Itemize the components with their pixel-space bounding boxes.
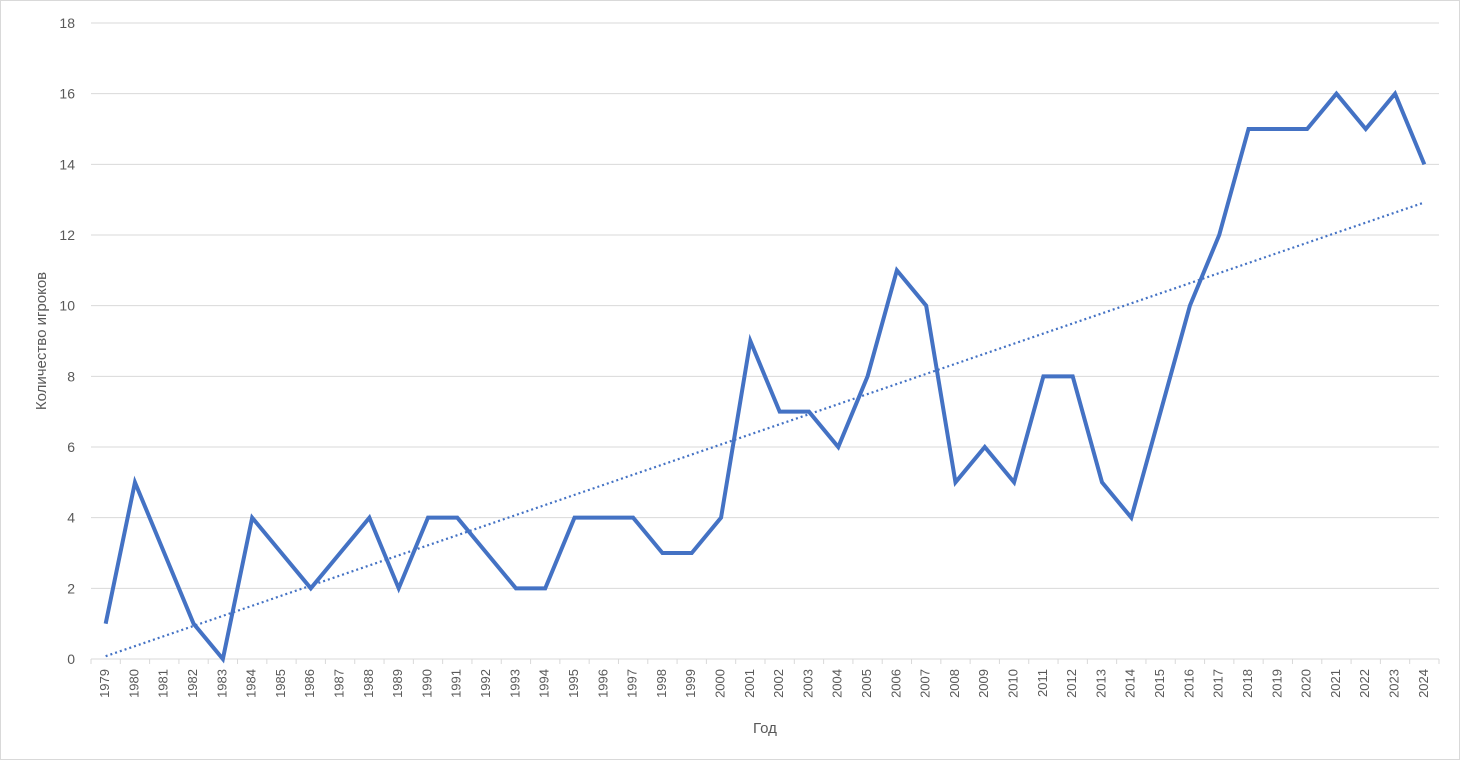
x-tick-label: 1999 — [683, 669, 698, 698]
x-tick-label: 1995 — [566, 669, 581, 698]
x-tick-label: 1985 — [273, 669, 288, 698]
y-tick-label: 10 — [59, 298, 75, 314]
x-tick-label: 2008 — [947, 669, 962, 698]
x-tick-label: 1993 — [507, 669, 522, 698]
y-tick-labels: 0 2 4 6 8 10 12 14 16 18 — [59, 15, 75, 667]
x-tick-label: 2013 — [1093, 669, 1108, 698]
x-tick-label: 2010 — [1006, 669, 1021, 698]
x-tick-label: 2009 — [976, 669, 991, 698]
x-tick-label: 2002 — [771, 669, 786, 698]
x-tick-label: 2006 — [888, 669, 903, 698]
x-tick-label: 2000 — [712, 669, 727, 698]
x-tick-label: 1990 — [419, 669, 434, 698]
y-tick-label: 6 — [67, 439, 75, 455]
x-tick-label: 2001 — [742, 669, 757, 698]
x-tick-label: 2003 — [800, 669, 815, 698]
x-tick-label: 2020 — [1299, 669, 1314, 698]
x-tick-label: 1997 — [625, 669, 640, 698]
x-tick-label: 1986 — [302, 669, 317, 698]
x-tick-label: 2024 — [1416, 669, 1431, 698]
x-tick-label: 1988 — [361, 669, 376, 698]
x-tick-label: 2021 — [1328, 669, 1343, 698]
x-tick-label: 1982 — [185, 669, 200, 698]
x-tick-label: 2007 — [918, 669, 933, 698]
x-tick-label: 2022 — [1357, 669, 1372, 698]
x-tick-label: 2011 — [1035, 669, 1050, 697]
y-tick-label: 18 — [59, 15, 75, 31]
x-tick-label: 1989 — [390, 669, 405, 698]
x-tick-label: 1998 — [654, 669, 669, 698]
y-tick-label: 16 — [59, 86, 75, 102]
x-tick-label: 1979 — [97, 669, 112, 698]
x-axis-title: Год — [753, 720, 777, 737]
x-tick-label: 1980 — [126, 669, 141, 698]
x-tick-label: 1994 — [537, 669, 552, 698]
x-tick-label: 1996 — [595, 669, 610, 698]
x-tick-label: 2018 — [1240, 669, 1255, 698]
y-tick-label: 0 — [67, 651, 75, 667]
x-tick-label: 1984 — [244, 669, 259, 698]
y-tick-label: 8 — [67, 368, 75, 384]
x-tick-label: 2015 — [1152, 669, 1167, 698]
y-tick-label: 14 — [59, 156, 75, 172]
y-tick-label: 4 — [67, 510, 75, 526]
x-tick-label: 2012 — [1064, 669, 1079, 698]
x-tick-label: 1991 — [449, 669, 464, 698]
x-tick-label: 2017 — [1211, 669, 1226, 698]
x-tick-label: 2023 — [1386, 669, 1401, 698]
x-tick-label: 1992 — [478, 669, 493, 698]
x-tick-labels: 1979 1980 1981 1982 1983 1984 1985 1986 1987 1988… — [97, 669, 1431, 698]
x-tick-label: 2019 — [1269, 669, 1284, 698]
x-tick-label: 2016 — [1181, 669, 1196, 698]
y-axis-title: Количество игроков — [33, 272, 50, 410]
y-tick-label: 12 — [59, 227, 75, 243]
x-tick-label: 1987 — [332, 669, 347, 698]
x-tick-label: 1981 — [156, 669, 171, 698]
x-tick-label: 2005 — [859, 669, 874, 698]
x-tick-label: 2014 — [1123, 669, 1138, 698]
y-tick-label: 2 — [67, 580, 75, 596]
x-tick-label: 2004 — [830, 669, 845, 698]
x-tick-label: 1983 — [214, 669, 229, 698]
